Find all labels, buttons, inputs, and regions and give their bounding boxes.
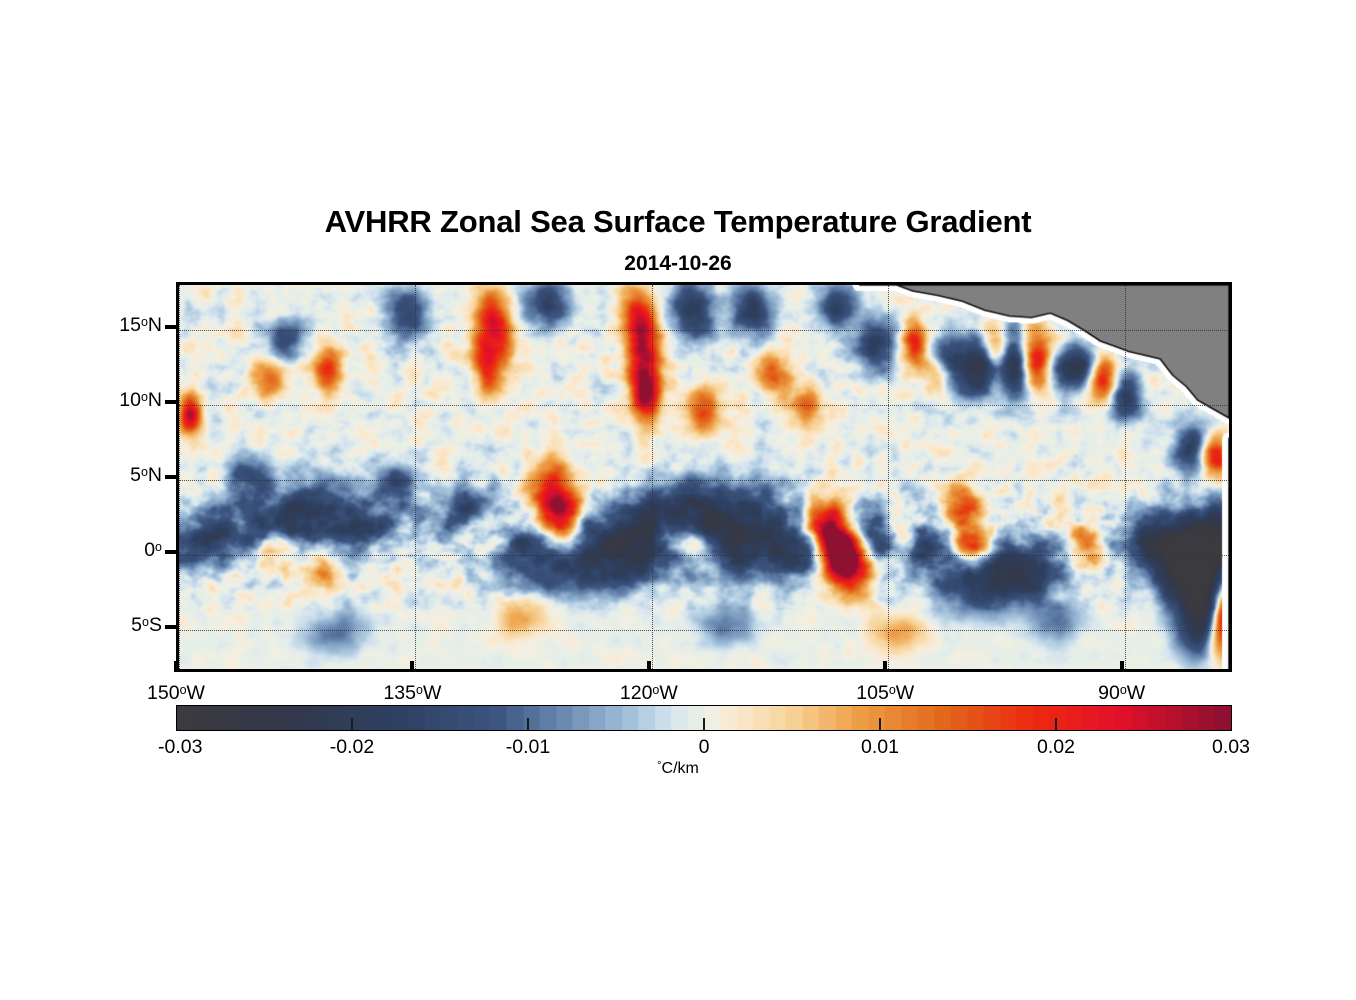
gridline-lat [179, 405, 1229, 406]
x-tick-label: 105oW [856, 682, 915, 704]
x-tick [883, 661, 888, 672]
gridline-lat [179, 630, 1229, 631]
x-tick [174, 661, 178, 672]
colorbar-tick-label: -0.03 [158, 736, 203, 758]
gridline-lon [1124, 285, 1126, 669]
page-title: AVHRR Zonal Sea Surface Temperature Grad… [324, 204, 1032, 239]
y-tick-label: 5oN [130, 464, 162, 486]
colorbar-tick-label: 0.02 [1037, 736, 1075, 758]
gridline-lat [179, 480, 1229, 481]
y-tick [165, 400, 176, 404]
y-tick [165, 325, 176, 329]
colorbar-tick [527, 718, 529, 730]
colorbar-tick [703, 718, 705, 730]
gridline-lon [415, 285, 417, 669]
colorbar-tick [879, 718, 881, 730]
y-tick [165, 550, 176, 554]
colorbar-tick [1055, 718, 1057, 730]
x-tick-label: 120oW [619, 682, 678, 704]
y-tick [165, 625, 176, 629]
colorbar-tick-label: -0.02 [329, 736, 375, 758]
colorbar-unit-label: °C/km [657, 760, 699, 777]
y-tick [165, 475, 176, 479]
y-tick-label: 5oS [131, 614, 162, 636]
colorbar-tick-label: 0 [698, 736, 710, 758]
x-tick-label: 135oW [383, 682, 442, 704]
gridline-lat [179, 330, 1229, 331]
colorbar-tick-label: 0.03 [1212, 736, 1250, 758]
page-subtitle: 2014-10-26 [624, 252, 732, 275]
x-tick [410, 661, 415, 672]
colorbar-tick [351, 718, 353, 730]
x-tick [646, 661, 651, 672]
map-axes [176, 282, 1232, 672]
x-tick-label: 150oW [147, 682, 205, 704]
gridline-lon [651, 285, 653, 669]
x-tick-label: 90oW [1098, 682, 1146, 704]
sst-gradient-field [179, 285, 1229, 669]
gridline-lon [179, 285, 180, 669]
y-tick-label: 0o [144, 539, 162, 561]
gridline-lat [179, 555, 1229, 556]
y-tick-label: 15oN [119, 314, 162, 336]
y-tick-label: 10oN [119, 389, 162, 411]
colorbar-tick-label: 0.01 [861, 736, 899, 758]
colorbar-tick-label: -0.01 [505, 736, 551, 758]
x-tick [1119, 661, 1124, 672]
gridline-lon [888, 285, 890, 669]
sst-gradient-raster [179, 285, 1229, 669]
